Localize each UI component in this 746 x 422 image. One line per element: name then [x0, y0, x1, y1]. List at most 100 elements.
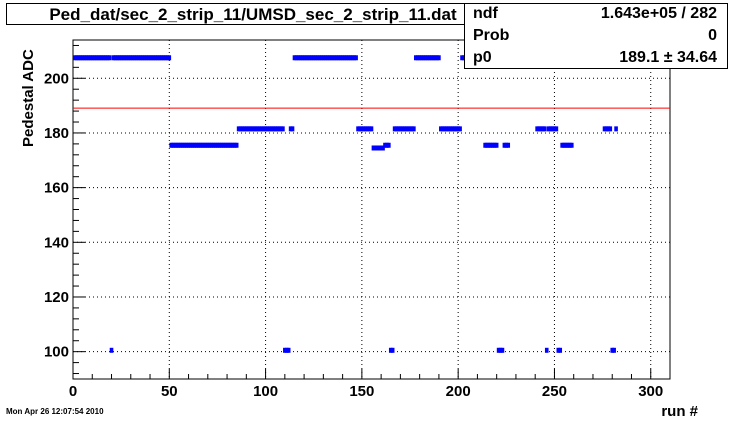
data-point	[209, 142, 214, 148]
data-point	[105, 55, 110, 61]
data-point	[304, 55, 308, 61]
data-point	[234, 142, 239, 148]
data-point	[319, 55, 324, 61]
data-point	[492, 142, 497, 148]
data-point	[310, 55, 314, 61]
data-point	[552, 126, 557, 132]
data-point	[73, 55, 77, 61]
data-point	[506, 142, 511, 148]
data-point	[180, 142, 185, 148]
data-point	[142, 55, 147, 61]
data-point	[227, 142, 231, 148]
data-point	[288, 126, 293, 132]
data-point	[155, 55, 160, 61]
stats-value: 0	[708, 27, 717, 44]
data-point	[454, 126, 459, 132]
data-point	[367, 126, 372, 132]
data-point	[107, 55, 112, 61]
data-point	[294, 55, 299, 61]
data-point	[128, 55, 133, 61]
data-point	[165, 55, 170, 61]
stats-key: ndf	[473, 5, 498, 22]
data-point	[458, 126, 462, 132]
data-point	[213, 142, 218, 148]
data-point	[265, 126, 270, 132]
data-point	[568, 142, 572, 148]
data-point	[152, 55, 156, 61]
data-point	[452, 126, 457, 132]
data-point	[412, 126, 416, 132]
data-point	[196, 142, 200, 148]
data-point	[76, 55, 81, 61]
data-point	[261, 126, 266, 132]
data-point	[456, 126, 460, 132]
data-point	[338, 55, 343, 61]
data-point	[400, 126, 405, 132]
data-point	[298, 55, 303, 61]
data-point	[138, 55, 143, 61]
data-point	[119, 55, 123, 61]
data-point	[402, 126, 407, 132]
data-point	[113, 55, 118, 61]
data-point	[321, 55, 326, 61]
data-point	[306, 55, 310, 61]
data-point	[342, 55, 347, 61]
data-point	[544, 347, 549, 353]
stats-row-prob: Prob 0	[473, 27, 717, 48]
data-point	[336, 55, 341, 61]
data-point	[423, 55, 428, 61]
data-point	[614, 126, 618, 132]
data-point	[177, 142, 181, 148]
y-tick-label: 180	[44, 125, 69, 142]
data-point	[556, 347, 561, 353]
data-point	[410, 126, 414, 132]
stats-value: 1.643e+05 / 282	[600, 5, 717, 22]
data-point	[371, 145, 376, 151]
data-point	[560, 142, 564, 148]
data-point	[148, 55, 152, 61]
data-point	[78, 55, 83, 61]
data-point	[130, 55, 135, 61]
data-point	[140, 55, 145, 61]
data-point	[435, 55, 439, 61]
plot-frame	[72, 39, 671, 380]
data-point	[344, 55, 349, 61]
x-tick-label: 300	[638, 383, 663, 400]
data-point	[439, 126, 443, 132]
data-point	[75, 55, 79, 61]
data-point	[408, 126, 412, 132]
stats-row-ndf: ndf 1.643e+05 / 282	[473, 5, 717, 26]
x-tick-label: 100	[253, 383, 278, 400]
y-tick-label: 200	[44, 70, 69, 87]
data-point	[202, 142, 206, 148]
data-points	[73, 55, 620, 353]
data-point	[186, 142, 191, 148]
data-point	[442, 126, 447, 132]
data-point	[271, 126, 276, 132]
data-point	[115, 55, 120, 61]
data-point	[350, 55, 355, 61]
data-point	[286, 347, 291, 353]
data-point	[327, 55, 331, 61]
data-point	[161, 55, 166, 61]
data-point	[566, 142, 570, 148]
data-point	[157, 55, 162, 61]
data-point	[558, 347, 563, 353]
data-point	[427, 55, 432, 61]
data-point	[88, 55, 93, 61]
data-point	[244, 126, 249, 132]
data-point	[415, 55, 420, 61]
data-point	[608, 126, 613, 132]
data-point	[564, 142, 568, 148]
data-point	[550, 126, 555, 132]
data-point	[163, 55, 168, 61]
data-point	[554, 126, 559, 132]
data-point	[84, 55, 89, 61]
data-point	[284, 347, 289, 353]
data-point	[361, 126, 366, 132]
data-point	[275, 126, 279, 132]
data-point	[188, 142, 193, 148]
x-tick-label: 250	[542, 383, 567, 400]
data-point	[256, 126, 260, 132]
data-point	[204, 142, 208, 148]
